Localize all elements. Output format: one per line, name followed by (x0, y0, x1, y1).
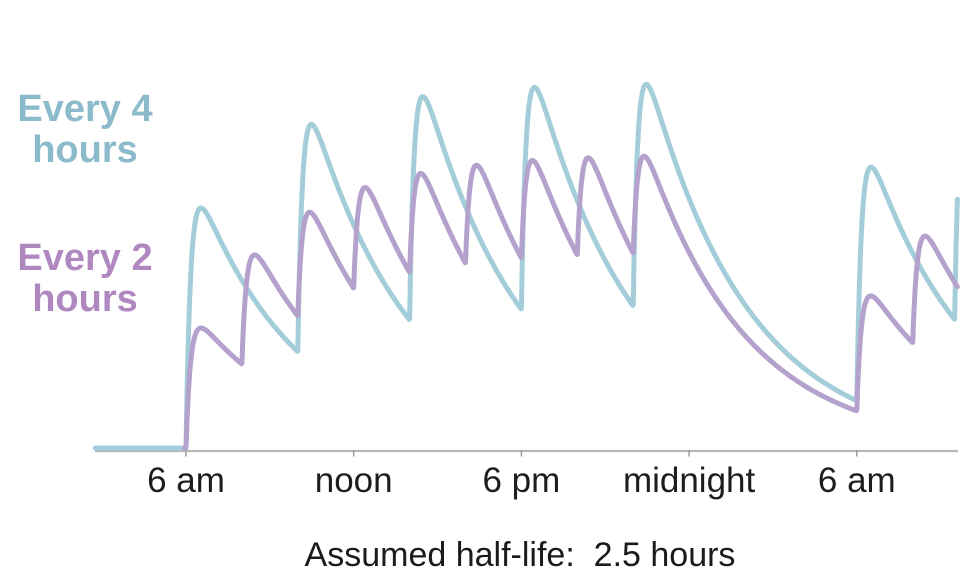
legend-every-2-hours-line2: hours (32, 278, 138, 320)
x-axis-label: midnight (622, 461, 756, 500)
legend-every-4-hours-line2: hours (32, 129, 138, 171)
x-axis-label: 6 am (147, 461, 225, 500)
legend-every-2-hours-line1: Every 2 (17, 237, 153, 279)
every-4-hours-curve (92, 81, 960, 451)
x-axis-label: 6 pm (482, 461, 561, 500)
legend-every-4-hours: Every 4 hours (0, 89, 170, 171)
every-2-hours-curve (182, 153, 960, 451)
x-axis-label: noon (314, 461, 393, 500)
x-axis-label: 6 am (817, 461, 896, 500)
legend-every-4-hours-line1: Every 4 (17, 88, 153, 130)
chart-caption: Assumed half-life: 2.5 hours (304, 536, 736, 574)
legend-every-2-hours: Every 2 hours (0, 238, 170, 320)
